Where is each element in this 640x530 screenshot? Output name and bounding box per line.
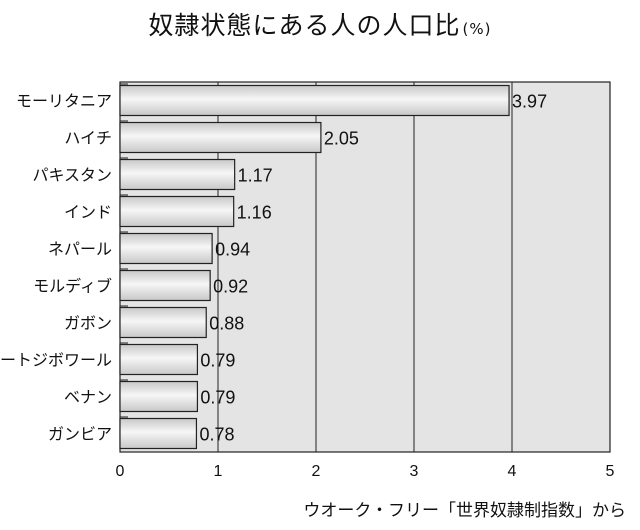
- title-text: 奴隷状態にある人の人口比: [148, 11, 461, 40]
- bar-4: [119, 195, 235, 228]
- bar-10: [119, 417, 198, 450]
- bar-7: [119, 306, 207, 339]
- value-label: 3.97: [512, 92, 547, 112]
- bar-9: [119, 380, 199, 413]
- category-label: ガンビア: [48, 425, 112, 444]
- value-label: 0.79: [200, 388, 235, 408]
- bar-5: [119, 232, 213, 265]
- category-label: ベナン: [64, 388, 112, 407]
- value-label: 0.78: [199, 425, 234, 445]
- category-label: ハイチ: [64, 129, 112, 148]
- value-label: 1.17: [238, 166, 273, 186]
- value-labels: 3.97 2.05 1.17 1.16 0.94 0.92 0.88 0.79 0.79 0.78: [199, 92, 547, 445]
- x-axis-tick-labels: 0 1 2 3 4 5: [116, 463, 615, 480]
- x-tick-label: 1: [214, 463, 223, 480]
- value-label: 2.05: [324, 129, 359, 149]
- chart-title: 奴隷状態にある人の人口比 (%): [0, 6, 640, 42]
- x-tick-label: 4: [508, 463, 517, 480]
- x-tick-label: 3: [410, 463, 419, 480]
- category-label: ガボン: [64, 314, 112, 333]
- category-label: パキスタン: [32, 166, 112, 185]
- value-label: 0.88: [209, 314, 244, 334]
- category-label: モーリタニア: [16, 92, 112, 111]
- category-label: インド: [64, 203, 112, 222]
- bar-8: [119, 343, 199, 376]
- value-label: 0.92: [213, 277, 248, 297]
- value-label: 1.16: [237, 203, 272, 223]
- bar-1: [119, 84, 510, 117]
- bar-2: [119, 121, 322, 154]
- bar-6: [119, 269, 211, 302]
- category-label: ネパール: [48, 240, 112, 259]
- x-tick-label: 5: [606, 463, 615, 480]
- value-label: 0.94: [215, 240, 250, 260]
- x-tick-label: 0: [116, 463, 125, 480]
- category-labels: モーリタニアハイチパキスタンインドネパールモルディブガボンコートジボワールベナン…: [0, 92, 112, 444]
- bar-3: [119, 158, 236, 191]
- title-unit: (%): [462, 20, 492, 38]
- category-label: コートジボワール: [0, 351, 112, 370]
- source-note: ウオーク・フリー「世界奴隷制指数」から: [303, 501, 626, 521]
- value-label: 0.79: [200, 351, 235, 371]
- bars: [119, 84, 510, 450]
- x-tick-label: 2: [312, 463, 321, 480]
- category-label: モルディブ: [33, 277, 112, 296]
